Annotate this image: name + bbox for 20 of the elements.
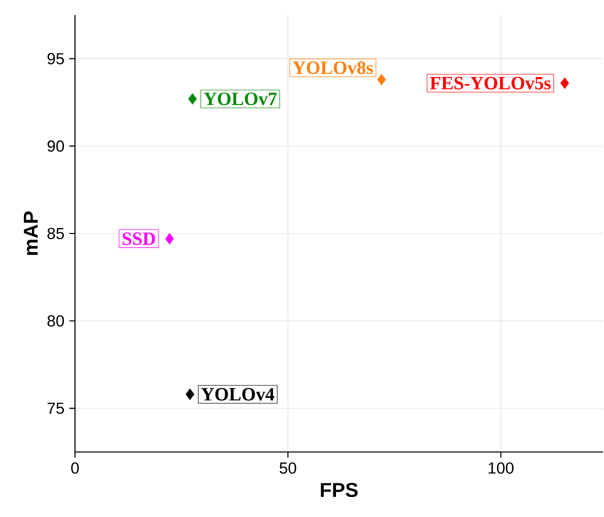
point (165, 233, 174, 244)
x-tick-label: 50 (280, 462, 296, 474)
series-label: YOLOv7 (204, 92, 277, 106)
x-axis-title: FPS (320, 482, 358, 498)
y-tick-label: 75 (48, 402, 64, 414)
point (377, 74, 386, 86)
y-tick-label: 85 (47, 228, 64, 240)
y-tick-label: 95 (48, 53, 64, 64)
series-label: FES-YOLOv5s (430, 76, 551, 90)
y-tick-label: 90 (48, 140, 64, 152)
series-label: SSD (122, 232, 156, 246)
point (186, 388, 194, 400)
y-axis-title: mAP (24, 211, 38, 255)
y-tick-label: 80 (47, 315, 64, 327)
x-tick-label: 100 (488, 462, 514, 474)
x-tick-label: 0 (71, 462, 79, 474)
point (188, 93, 197, 104)
point (560, 78, 569, 89)
series-label: YOLOv8s (292, 61, 373, 74)
series-label: YOLOv4 (201, 388, 274, 401)
